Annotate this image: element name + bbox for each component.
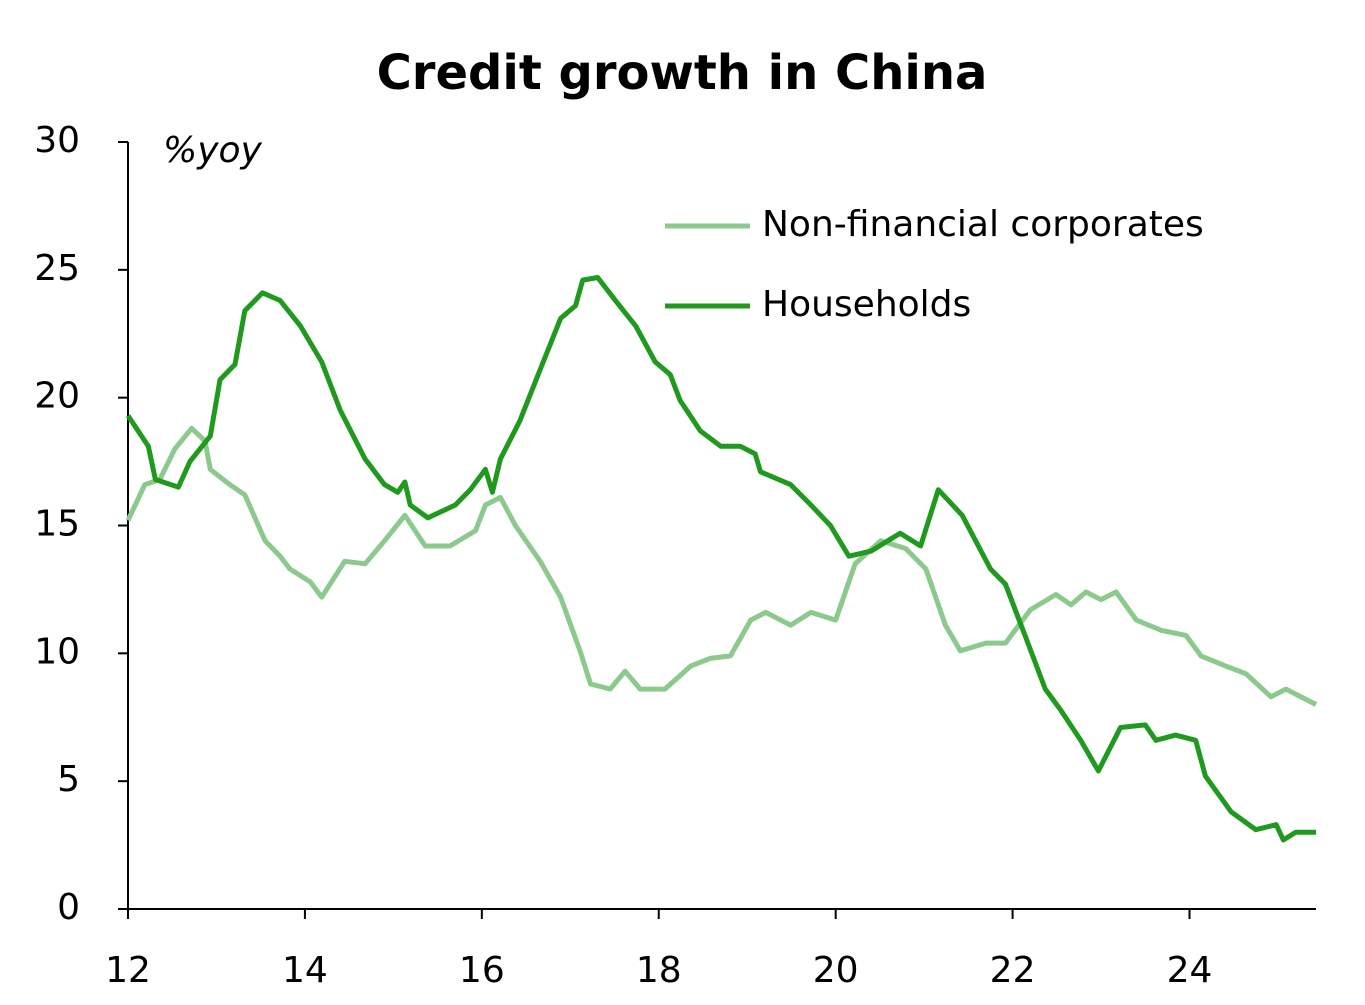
y-tick-label: 0 — [57, 887, 80, 928]
y-tick-label: 5 — [57, 759, 80, 800]
y-tick-label: 10 — [34, 631, 80, 672]
x-tick-label: 20 — [813, 950, 859, 991]
legend-label: Households — [762, 284, 971, 325]
x-tick-label: 18 — [636, 950, 682, 991]
series-line — [125, 275, 1316, 843]
x-tick-label: 24 — [1167, 950, 1213, 991]
x-tick-label: 16 — [459, 950, 505, 991]
chart-title: Credit growth in China — [377, 45, 988, 101]
legend-label: Non-financial corporates — [762, 204, 1204, 245]
y-axis-label: %yoy — [163, 130, 263, 171]
y-tick-label: 30 — [34, 120, 80, 161]
y-tick-label: 25 — [34, 248, 80, 289]
y-tick-label: 20 — [34, 376, 80, 417]
y-tick-label: 15 — [34, 504, 80, 545]
series-line — [125, 425, 1318, 707]
x-tick-label: 12 — [105, 950, 151, 991]
x-tick-label: 14 — [282, 950, 328, 991]
x-tick-label: 22 — [990, 950, 1036, 991]
